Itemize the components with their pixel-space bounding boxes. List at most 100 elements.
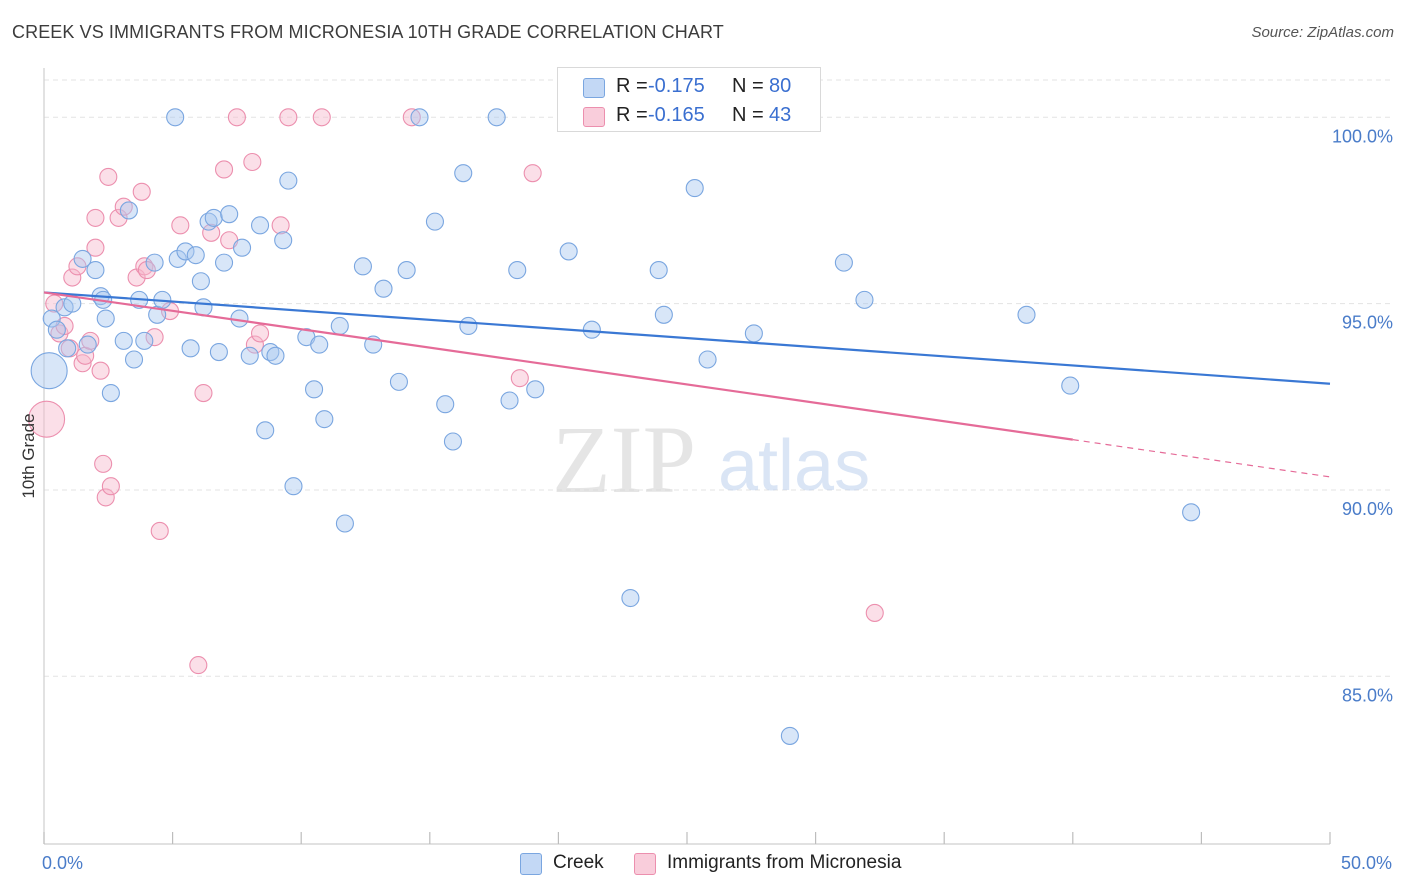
micronesia-point <box>96 488 115 507</box>
source-label: Source: ZipAtlas.com <box>1251 24 1394 41</box>
gridlines <box>44 79 1392 677</box>
micronesia-point <box>137 261 156 280</box>
creek-point <box>58 339 77 358</box>
micronesia-point <box>279 108 298 127</box>
x-tick-label-min: 0.0% <box>42 853 83 873</box>
creek-point <box>73 249 92 268</box>
creek-point <box>487 108 506 127</box>
creek-point <box>654 305 673 324</box>
watermark-zip: ZIP <box>552 406 696 513</box>
creek-point <box>47 320 66 339</box>
micronesia-point <box>245 335 264 354</box>
creek-point <box>526 380 545 399</box>
creek-point <box>191 272 210 291</box>
legend-n-label: N = <box>732 104 764 126</box>
creek-point <box>42 309 61 328</box>
legend-swatch-creek <box>583 78 605 98</box>
creek-point <box>135 331 154 350</box>
creek-point <box>780 726 799 745</box>
micronesia-point <box>150 521 169 540</box>
y-tick-labels: 85.0% 90.0% 95.0% 100.0% <box>1332 126 1393 705</box>
y-axis-label: 10th Grade <box>19 413 38 498</box>
creek-point <box>834 253 853 272</box>
creek-point <box>397 261 416 280</box>
creek-point <box>168 249 187 268</box>
creek-point <box>410 108 429 127</box>
legend-r-value: -0.175 <box>648 75 705 97</box>
x-tick-marks <box>43 832 1331 844</box>
micronesia-point <box>101 477 120 496</box>
chart-title: CREEK VS IMMIGRANTS FROM MICRONESIA 10TH… <box>12 22 724 42</box>
micronesia-trend-extension <box>1072 439 1331 478</box>
legend-swatch-creek <box>520 853 542 875</box>
creek-point <box>240 346 259 365</box>
micronesia-point <box>109 208 128 227</box>
creek-point <box>330 316 349 336</box>
creek-point <box>1061 376 1080 395</box>
creek-point <box>315 410 334 429</box>
creek-point <box>124 350 144 369</box>
legend-row-micronesia: R = -0.165 N = 43 <box>558 101 820 131</box>
creek-point <box>454 164 473 183</box>
creek-point <box>335 514 354 533</box>
creek-point <box>214 253 234 272</box>
legend-r-value: -0.165 <box>648 104 705 126</box>
y-tick-label: 90.0% <box>1342 499 1393 519</box>
creek-point <box>353 257 372 276</box>
creek-point <box>284 477 303 496</box>
micronesia-point <box>73 354 92 373</box>
creek-point <box>209 343 228 362</box>
creek-point <box>220 205 239 224</box>
legend-label-creek: Creek <box>553 852 604 873</box>
creek-point <box>1017 305 1036 324</box>
micronesia-point <box>194 384 213 403</box>
micronesia-point <box>227 108 246 127</box>
micronesia-point <box>45 294 64 313</box>
legend-swatch-micronesia <box>583 107 605 127</box>
micronesia-point <box>145 328 164 347</box>
creek-point <box>459 316 478 336</box>
creek-point <box>389 372 408 391</box>
creek-point <box>176 242 195 261</box>
creek-point <box>685 179 704 198</box>
trend-lines <box>43 291 1331 478</box>
creek-point <box>119 201 138 220</box>
creek-point <box>274 231 293 250</box>
creek-point <box>250 216 270 235</box>
legend-row-creek: R = -0.175 N = 80 <box>558 72 820 102</box>
legend-label-micronesia: Immigrants from Micronesia <box>667 852 902 873</box>
micronesia-point <box>271 216 290 235</box>
creek-point <box>744 324 763 343</box>
micronesia-point <box>86 238 105 257</box>
creek-point <box>78 335 97 354</box>
creek-point <box>101 384 120 403</box>
micronesia-point <box>202 223 221 242</box>
creek-point <box>86 261 105 280</box>
legend-r-label: R = <box>616 104 648 126</box>
creek-trend-line <box>43 291 1331 385</box>
creek-point <box>256 421 275 440</box>
creek-points <box>30 108 1201 745</box>
micronesia-point <box>189 656 208 675</box>
creek-point <box>649 261 668 280</box>
creek-point <box>698 350 717 369</box>
creek-point <box>621 588 640 608</box>
creek-point <box>310 335 329 354</box>
micronesia-point <box>28 400 66 438</box>
micronesia-point <box>312 108 331 127</box>
legend-n-value: 43 <box>769 104 792 126</box>
micronesia-point <box>523 164 542 183</box>
micronesia-point <box>243 152 262 172</box>
creek-point <box>279 171 298 190</box>
micronesia-point <box>865 603 884 622</box>
micronesia-point <box>171 216 190 235</box>
creek-point <box>30 352 68 390</box>
creek-point <box>374 279 393 298</box>
creek-point <box>166 108 185 127</box>
creek-point <box>266 346 285 365</box>
legend-swatch-micronesia <box>634 853 656 875</box>
creek-point <box>508 261 527 280</box>
micronesia-point <box>250 324 270 343</box>
watermark-atlas: atlas <box>718 426 870 506</box>
y-tick-label: 95.0% <box>1342 313 1393 333</box>
